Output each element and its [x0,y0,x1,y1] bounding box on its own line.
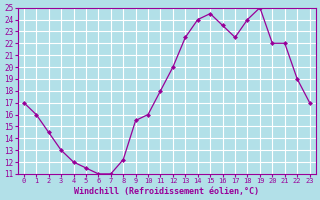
X-axis label: Windchill (Refroidissement éolien,°C): Windchill (Refroidissement éolien,°C) [74,187,259,196]
